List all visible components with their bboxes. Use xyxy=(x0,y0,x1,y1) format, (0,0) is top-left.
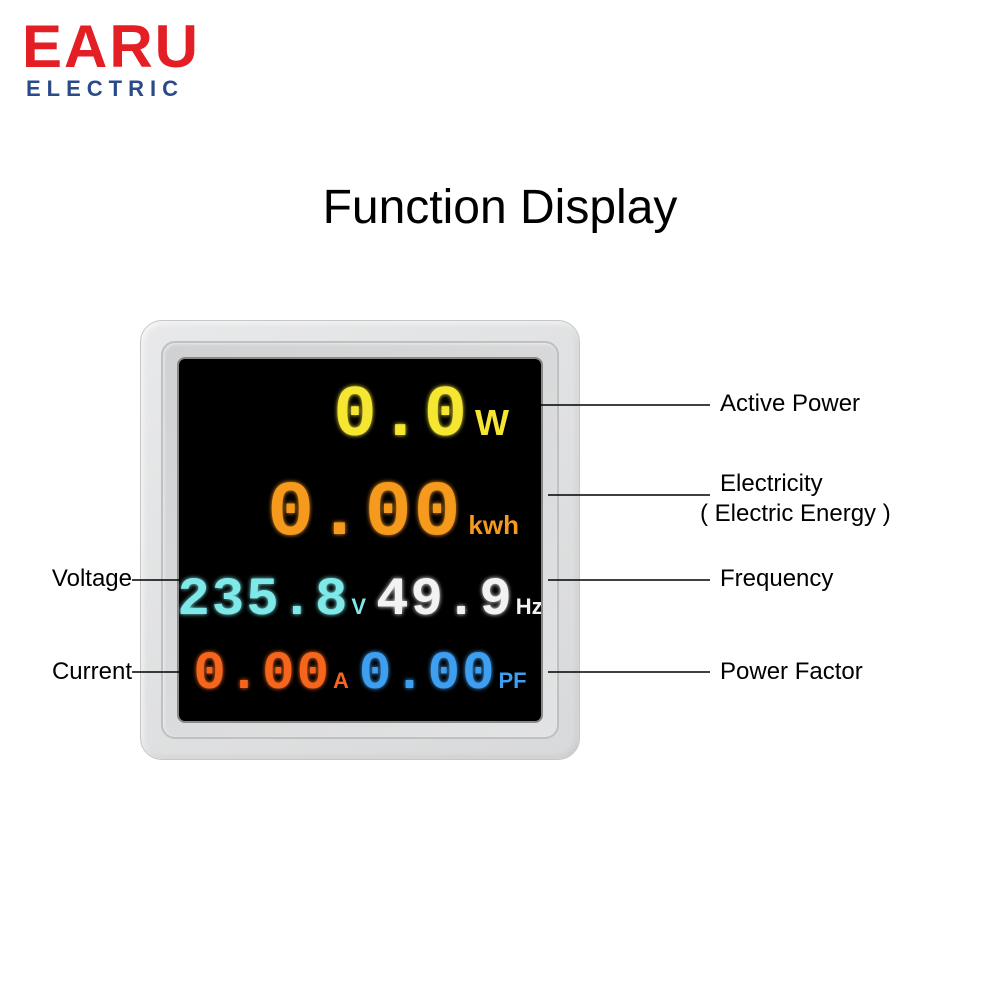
voltage-value: 235.8 xyxy=(177,570,349,631)
energy-unit: kwh xyxy=(468,510,519,541)
row-voltage-frequency: 235.8 V 49.9 Hz xyxy=(193,570,527,631)
voltage-unit: V xyxy=(351,594,366,620)
pf-unit: PF xyxy=(499,668,527,694)
label-power-factor: Power Factor xyxy=(720,658,863,686)
label-voltage: Voltage xyxy=(22,565,132,593)
label-active-power: Active Power xyxy=(720,390,860,418)
brand-sub: ELECTRIC xyxy=(22,76,200,102)
current-unit: A xyxy=(333,668,349,694)
meter-bezel: 0.0 W 0.00 kwh 235.8 V 49.9 Hz 0.00 xyxy=(161,341,559,739)
label-frequency: Frequency xyxy=(720,565,833,593)
meter-device: 0.0 W 0.00 kwh 235.8 V 49.9 Hz 0.00 xyxy=(140,320,580,760)
label-electricity-sub: ( Electric Energy ) xyxy=(700,500,891,528)
row-active-power: 0.0 W xyxy=(193,375,527,457)
row-energy: 0.00 kwh xyxy=(193,470,527,558)
frequency-unit: Hz xyxy=(516,594,543,620)
frequency-value: 49.9 xyxy=(376,570,514,631)
active-power-unit: W xyxy=(475,402,509,444)
brand-main: EARU xyxy=(22,20,200,74)
pf-value: 0.00 xyxy=(359,644,497,705)
meter-screen: 0.0 W 0.00 kwh 235.8 V 49.9 Hz 0.00 xyxy=(177,357,543,723)
page-title: Function Display xyxy=(0,180,1000,235)
label-current: Current xyxy=(22,658,132,686)
row-current-pf: 0.00 A 0.00 PF xyxy=(193,644,527,705)
brand-logo: EARU ELECTRIC xyxy=(22,20,200,102)
energy-value: 0.00 xyxy=(267,470,462,558)
label-electricity: Electricity xyxy=(720,470,823,498)
active-power-value: 0.0 xyxy=(333,375,469,457)
current-value: 0.00 xyxy=(193,644,331,705)
